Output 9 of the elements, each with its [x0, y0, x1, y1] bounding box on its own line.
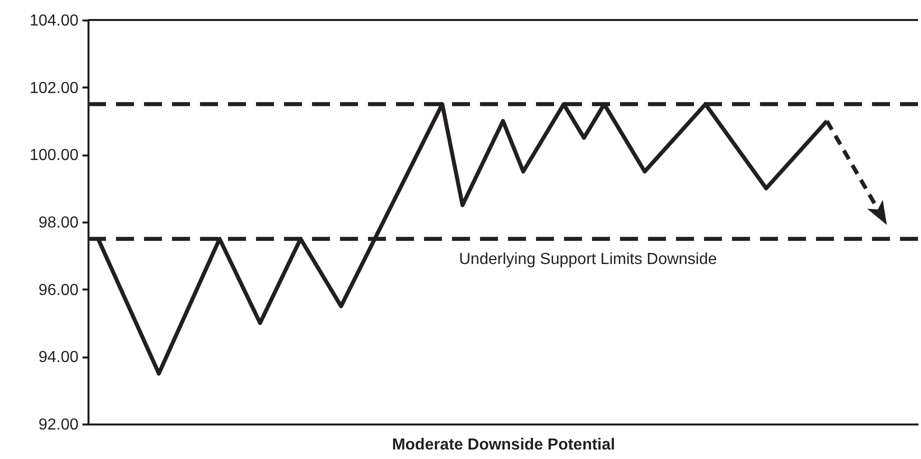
y-tick-label: 104.00 [30, 12, 79, 30]
ref-line-label: Underlying Support Limits Downside [459, 250, 717, 268]
x-axis-title: Moderate Downside Potential [392, 436, 616, 454]
y-tick-label: 98.00 [38, 214, 79, 232]
y-tick-label: 100.00 [30, 147, 79, 164]
y-tick-label: 94.00 [38, 349, 79, 366]
y-tick-label: 102.00 [30, 80, 79, 97]
y-tick-label: 96.00 [38, 282, 79, 299]
y-tick-label: 92.00 [38, 416, 79, 434]
